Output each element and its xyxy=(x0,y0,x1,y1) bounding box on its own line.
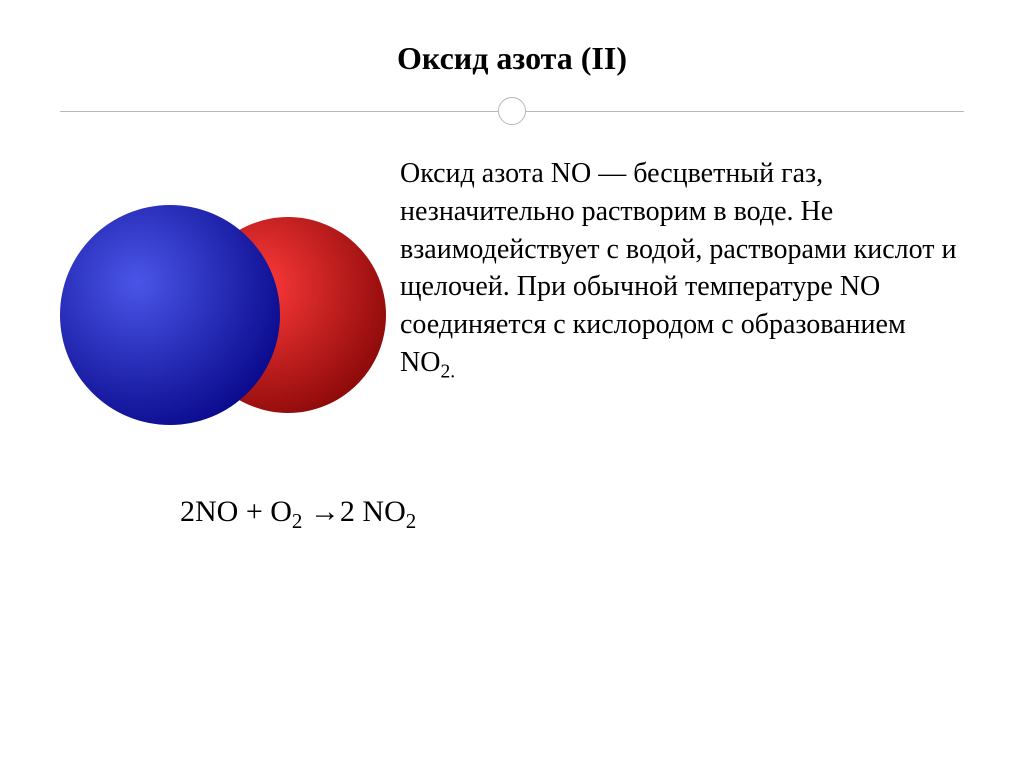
description-text: Оксид азота NO — бесцветный газ, незначи… xyxy=(400,155,964,386)
molecule-diagram xyxy=(60,195,370,435)
slide-title: Оксид азота (II) xyxy=(60,40,964,77)
ornament-circle xyxy=(498,97,526,125)
chemical-equation: 2NO + O2 →2 NO2 xyxy=(180,495,964,534)
ornament-line-left xyxy=(60,111,499,112)
ornament-line-right xyxy=(525,111,964,112)
nitrogen-atom xyxy=(60,205,280,425)
title-ornament xyxy=(60,97,964,125)
content-row: Оксид азота NO — бесцветный газ, незначи… xyxy=(60,155,964,435)
